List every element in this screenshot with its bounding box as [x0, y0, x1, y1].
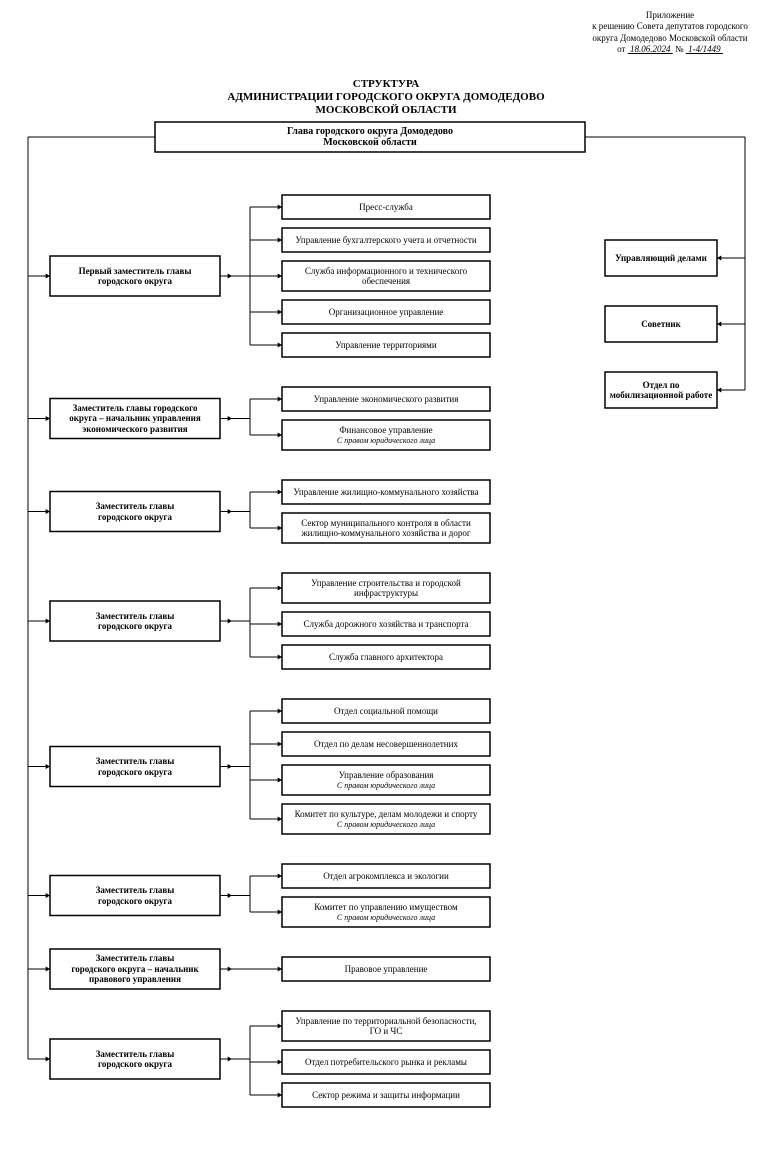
- deputy-0-label: Первый заместитель главыгородского округ…: [52, 256, 218, 296]
- child-3-1-label: Служба дорожного хозяйства и транспорта: [284, 612, 488, 636]
- child-4-0-label: Отдел социальной помощи: [284, 699, 488, 723]
- deputy-4-label: Заместитель главыгородского округа: [52, 747, 218, 787]
- deputy-6-label: Заместитель главыгородского округа – нач…: [52, 949, 218, 989]
- deputy-2-label: Заместитель главыгородского округа: [52, 492, 218, 532]
- child-6-0-label: Правовое управление: [284, 957, 488, 981]
- child-0-2-label: Служба информационного и техническогообе…: [284, 261, 488, 291]
- child-2-0-label: Управление жилищно-коммунального хозяйст…: [284, 480, 488, 504]
- child-4-3-label: Комитет по культуре, делам молодежи и сп…: [284, 804, 488, 834]
- appendix-block: Приложениек решению Совета депутатов гор…: [570, 10, 770, 55]
- right-1-label: Советник: [607, 306, 715, 342]
- appendix-line2: к решению Совета депутатов городского: [570, 21, 770, 32]
- child-7-1-label: Отдел потребительского рынка и рекламы: [284, 1050, 488, 1074]
- child-1-0-label: Управление экономического развития: [284, 387, 488, 411]
- deputy-5-label: Заместитель главыгородского округа: [52, 876, 218, 916]
- right-2-label: Отдел помобилизационной работе: [607, 372, 715, 408]
- child-0-4-label: Управление территориями: [284, 333, 488, 357]
- appendix-number: 1-4/1449: [686, 44, 723, 54]
- child-4-2-label: Управление образованияС правом юридическ…: [284, 765, 488, 795]
- root-node-label: Глава городского округа ДомодедовоМосков…: [157, 122, 583, 152]
- child-0-1-label: Управление бухгалтерского учета и отчетн…: [284, 228, 488, 252]
- deputy-7-label: Заместитель главыгородского округа: [52, 1039, 218, 1079]
- child-4-1-label: Отдел по делам несовершеннолетних: [284, 732, 488, 756]
- deputy-1-label: Заместитель главы городскогоокруга – нач…: [52, 399, 218, 439]
- appendix-date: 18.06.2024: [628, 44, 673, 54]
- appendix-line3: округа Домодедово Московской области: [570, 33, 770, 44]
- doc-title: СТРУКТУРААДМИНИСТРАЦИИ ГОРОДСКОГО ОКРУГА…: [0, 78, 772, 118]
- child-2-1-label: Сектор муниципального контроля в области…: [284, 513, 488, 543]
- child-0-0-label: Пресс-служба: [284, 195, 488, 219]
- child-0-3-label: Организационное управление: [284, 300, 488, 324]
- child-3-0-label: Управление строительства и городскойинфр…: [284, 573, 488, 603]
- child-1-1-label: Финансовое управлениеС правом юридическо…: [284, 420, 488, 450]
- child-7-0-label: Управление по территориальной безопаснос…: [284, 1011, 488, 1041]
- child-5-1-label: Комитет по управлению имуществомС правом…: [284, 897, 488, 927]
- right-0-label: Управляющий делами: [607, 240, 715, 276]
- appendix-line1: Приложение: [570, 10, 770, 21]
- child-3-2-label: Служба главного архитектора: [284, 645, 488, 669]
- deputy-3-label: Заместитель главыгородского округа: [52, 601, 218, 641]
- child-7-2-label: Сектор режима и защиты информации: [284, 1083, 488, 1107]
- child-5-0-label: Отдел агрокомплекса и экологии: [284, 864, 488, 888]
- appendix-line4: от 18.06.2024 № 1-4/1449: [570, 44, 770, 55]
